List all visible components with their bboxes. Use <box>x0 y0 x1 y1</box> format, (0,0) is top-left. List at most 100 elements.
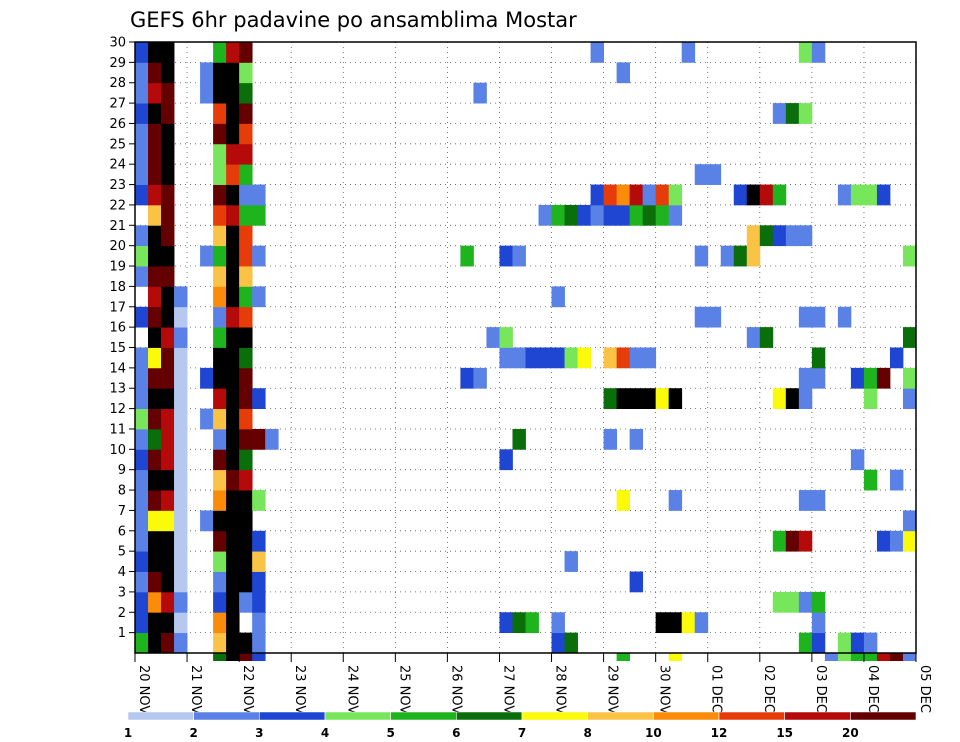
heatmap-cell <box>161 612 175 634</box>
legend-label: 4 <box>321 726 329 740</box>
heatmap-cell <box>226 490 240 511</box>
heatmap-cell <box>746 245 761 267</box>
heatmap-cell <box>135 143 149 165</box>
heatmap-cell <box>551 612 565 634</box>
heatmap-cell <box>226 388 240 409</box>
heatmap-cell <box>655 204 670 226</box>
heatmap-cell <box>512 347 526 369</box>
legend-swatch <box>850 711 917 721</box>
heatmap-cell <box>707 306 722 328</box>
legend-swatch <box>456 711 523 721</box>
heatmap-cell <box>213 347 227 369</box>
heatmap-cell <box>239 286 253 308</box>
heatmap-cell <box>226 367 240 389</box>
y-tick-label: 27 <box>109 97 126 112</box>
heatmap-cell <box>213 428 227 450</box>
heatmap-cell <box>837 184 852 206</box>
heatmap-cell <box>213 367 227 389</box>
y-tick-label: 18 <box>109 280 126 295</box>
heatmap-cell <box>811 490 826 511</box>
heatmap-cell <box>863 469 878 491</box>
heatmap-cell <box>174 306 188 328</box>
heatmap-cell <box>213 469 227 491</box>
heatmap-cell <box>811 306 826 328</box>
heatmap-cell <box>148 388 162 409</box>
heatmap-cell <box>213 591 227 613</box>
legend-label: 10 <box>645 726 662 740</box>
heatmap-cell <box>655 388 670 409</box>
heatmap-cell <box>148 469 162 491</box>
heatmap-cell <box>213 612 227 634</box>
x-tick-label: 29 NOV <box>605 665 620 714</box>
x-tick-label: 03 DEC <box>813 665 828 713</box>
heatmap-cell <box>252 428 266 450</box>
heatmap-cell <box>811 347 826 369</box>
heatmap-cell <box>174 469 188 491</box>
heatmap-cell <box>876 367 891 389</box>
heatmap-cell <box>148 632 162 654</box>
heatmap-cell <box>213 449 227 471</box>
heatmap-cell <box>161 225 175 247</box>
heatmap-cell <box>239 408 253 430</box>
legend-label: 2 <box>189 726 197 740</box>
heatmap-cell <box>863 367 878 389</box>
heatmap-cell <box>213 530 227 552</box>
heatmap-cell <box>577 347 591 369</box>
heatmap-cell <box>694 612 709 634</box>
heatmap-cell <box>135 245 149 267</box>
heatmap-cell <box>174 591 188 613</box>
strip-cell <box>616 653 631 661</box>
x-tick-label: 28 NOV <box>553 665 568 714</box>
heatmap-cell <box>174 632 188 654</box>
heatmap-cell <box>148 245 162 267</box>
heatmap-cell <box>616 184 631 206</box>
heatmap-cell <box>811 612 826 634</box>
heatmap-cell <box>707 164 722 185</box>
legend-swatch <box>324 711 391 721</box>
heatmap-cell <box>148 327 162 348</box>
heatmap-cell <box>161 103 175 124</box>
heatmap-cell <box>200 245 214 267</box>
heatmap-cell <box>213 388 227 409</box>
heatmap-cell <box>460 367 474 389</box>
heatmap-cell <box>252 388 266 409</box>
heatmap-cell <box>174 327 188 348</box>
heatmap-cell <box>213 204 227 226</box>
heatmap-cell <box>252 490 266 511</box>
heatmap-cell <box>135 62 149 84</box>
heatmap-cell <box>590 42 604 63</box>
heatmap-cell <box>603 204 618 226</box>
y-tick-label: 4 <box>118 565 126 580</box>
heatmap-cell <box>226 225 240 247</box>
y-tick-label: 21 <box>109 219 126 234</box>
heatmap-cell <box>161 632 175 654</box>
heatmap-cell <box>239 225 253 247</box>
heatmap-cell <box>174 449 188 471</box>
heatmap-cell <box>239 428 253 450</box>
heatmap-cell <box>213 571 227 593</box>
heatmap-cell <box>226 510 240 532</box>
heatmap-cell <box>226 347 240 369</box>
heatmap-cell <box>525 347 539 369</box>
heatmap-cell <box>239 62 253 84</box>
heatmap-cell <box>148 449 162 471</box>
legend-swatch <box>390 711 457 721</box>
heatmap-cell <box>811 367 826 389</box>
heatmap-cell <box>265 428 279 450</box>
heatmap-cell <box>200 367 214 389</box>
heatmap-cell <box>161 82 175 104</box>
heatmap-cell <box>460 245 474 267</box>
heatmap-cell <box>161 204 175 226</box>
y-tick-label: 3 <box>118 585 126 600</box>
heatmap-cell <box>239 184 253 206</box>
y-tick-label: 25 <box>109 137 126 152</box>
y-tick-label: 13 <box>109 382 126 397</box>
heatmap-cell <box>161 266 175 287</box>
heatmap-cell <box>252 286 266 308</box>
heatmap-cell <box>213 62 227 84</box>
heatmap-cell <box>694 164 709 185</box>
heatmap-cell <box>226 164 240 185</box>
heatmap-cell <box>642 347 657 369</box>
strip-cell <box>824 653 839 661</box>
heatmap-cell <box>226 530 240 552</box>
